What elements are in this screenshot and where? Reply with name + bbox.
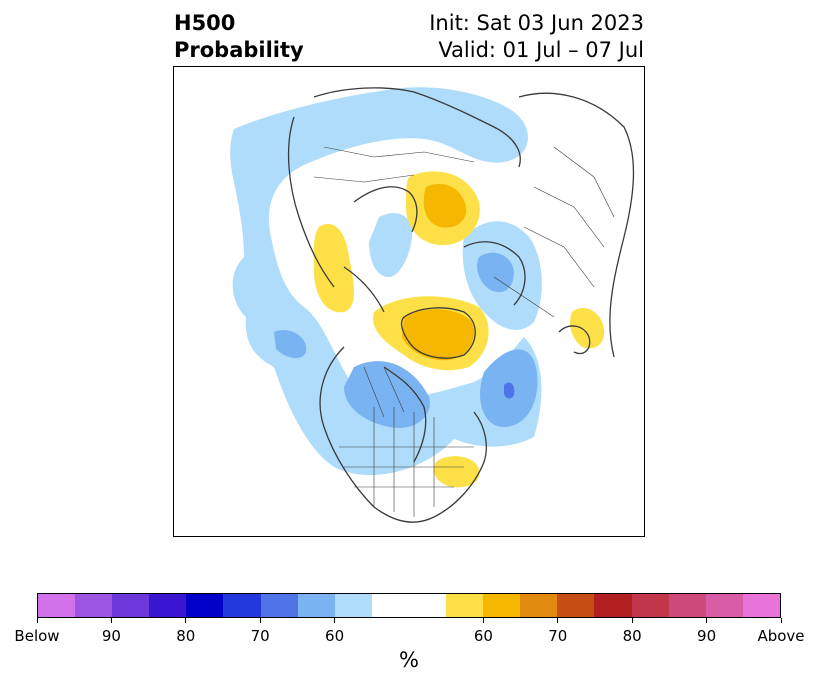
colorbar-segment (297, 594, 335, 617)
colorbar-tick (36, 618, 38, 623)
title-probability: Probability (174, 38, 304, 62)
below-80-region-atlantic (504, 382, 515, 399)
colorbar-segment (38, 594, 76, 617)
colorbar-segment (334, 594, 372, 617)
colorbar-segment (520, 594, 558, 617)
borders (313, 146, 615, 517)
colorbar-segment (75, 594, 113, 617)
map-svg (230, 87, 635, 523)
colorbar-segment (260, 594, 298, 617)
colorbar-segment (408, 594, 447, 617)
colorbar-tick-label: 70 (250, 627, 270, 645)
colorbar-segment (483, 594, 521, 617)
below-70-region-asia (477, 252, 514, 293)
colorbar-tick (780, 618, 782, 623)
above-70-region-greenland (402, 309, 475, 361)
colorbar-segment (594, 594, 632, 617)
above-60-region-siberia (313, 223, 354, 313)
colorbar-segment (223, 594, 261, 617)
colorbar-tick (557, 618, 559, 623)
colorbar-tick-label: 60 (473, 627, 493, 645)
colorbar-segment (705, 594, 743, 617)
colorbar-segment (112, 594, 150, 617)
colorbar-tick-label: Above (757, 627, 805, 645)
colorbar-segment (371, 594, 409, 617)
colorbar-tick (631, 618, 633, 623)
title-variable: H500 (174, 11, 236, 35)
above-60-region-northeast-us (433, 456, 480, 488)
colorbar-tick-label: 90 (697, 627, 717, 645)
colorbar-tick-label: 80 (176, 627, 196, 645)
above-60-region-japan (570, 308, 605, 349)
colorbar-segment (631, 594, 669, 617)
colorbar-segment (446, 594, 484, 617)
colorbar-tick (259, 618, 261, 623)
colorbar-segment (149, 594, 187, 617)
below-60-region-arctic (230, 87, 542, 476)
map-title: H500 Probability (174, 10, 304, 64)
colorbar-tick-label: 80 (622, 627, 642, 645)
colorbar-tick-label: 70 (548, 627, 568, 645)
coastlines (287, 87, 635, 523)
probability-map (173, 66, 645, 537)
colorbar-tick (334, 618, 336, 623)
map-dates: Init: Sat 03 Jun 2023 Valid: 01 Jul – 07… (429, 10, 644, 64)
above-70-region-scandinavia (423, 183, 467, 228)
init-date: Init: Sat 03 Jun 2023 (429, 11, 644, 35)
colorbar-tick-label: 90 (101, 627, 121, 645)
below-70-region-alaska (274, 329, 307, 359)
colorbar-tick (706, 618, 708, 623)
colorbar-segment (668, 594, 706, 617)
valid-date: Valid: 01 Jul – 07 Jul (438, 38, 644, 62)
colorbar-unit: % (399, 648, 419, 672)
colorbar-tick (482, 618, 484, 623)
colorbar (37, 593, 781, 618)
colorbar-segment (186, 594, 224, 617)
colorbar-tick (185, 618, 187, 623)
below-60-region-europe (369, 213, 413, 277)
colorbar-tick (110, 618, 112, 623)
colorbar-tick-label: 60 (325, 627, 345, 645)
below-70-region-canada (344, 361, 430, 428)
colorbar-segment (557, 594, 595, 617)
colorbar-segment (742, 594, 780, 617)
colorbar-tick-label: Below (14, 627, 60, 645)
